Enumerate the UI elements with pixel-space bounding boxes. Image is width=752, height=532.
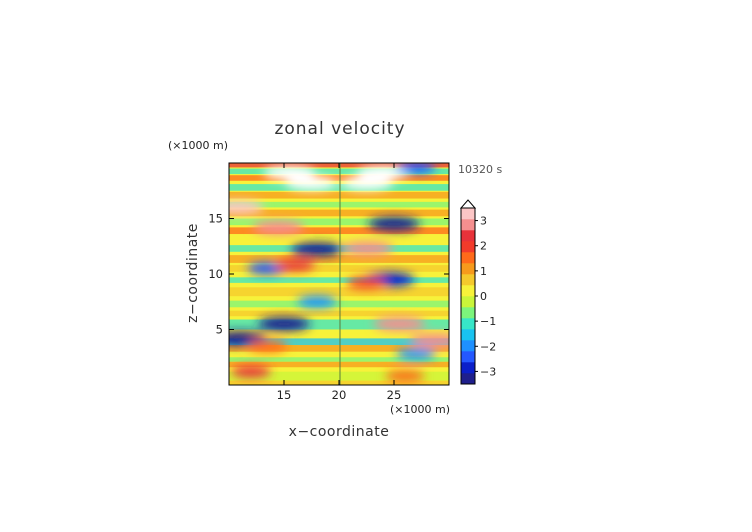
velocity-feature xyxy=(291,242,343,257)
colorbar-tick-label: −1 xyxy=(480,315,496,328)
velocity-feature xyxy=(373,316,426,331)
velocity-band xyxy=(229,329,449,334)
colorbar-swatch xyxy=(461,351,475,363)
x-tick-label: 20 xyxy=(332,388,347,402)
velocity-band xyxy=(229,218,449,226)
colorbar-tick-label: 3 xyxy=(480,215,487,228)
velocity-band xyxy=(229,287,449,297)
colorbar-tick-label: −2 xyxy=(480,340,496,353)
velocity-feature xyxy=(341,241,394,256)
colorbar-tick-label: 2 xyxy=(480,240,487,253)
colorbar-swatch xyxy=(461,362,475,374)
velocity-feature xyxy=(396,163,436,174)
colorbar-swatch xyxy=(461,230,475,242)
colorbar-swatch xyxy=(461,274,475,286)
velocity-band xyxy=(229,371,449,381)
velocity-band xyxy=(229,168,449,175)
velocity-band xyxy=(229,361,449,368)
y-tick-label: 15 xyxy=(208,212,223,226)
velocity-feature xyxy=(247,340,288,353)
velocity-band xyxy=(229,184,449,191)
colorbar-tick-label: −3 xyxy=(480,365,496,378)
x-tick-label: 25 xyxy=(387,388,402,402)
velocity-feature xyxy=(368,217,420,232)
velocity-feature xyxy=(396,347,436,360)
colorbar-extend-arrow xyxy=(459,199,477,209)
velocity-band xyxy=(229,319,449,330)
colorbar-swatch xyxy=(461,219,475,231)
velocity-feature xyxy=(275,259,315,272)
colorbar-swatch xyxy=(461,285,475,297)
colorbar-swatch xyxy=(461,241,475,253)
velocity-feature xyxy=(252,220,305,235)
colorbar-swatch xyxy=(461,252,475,264)
colorbar-swatch xyxy=(461,208,475,220)
colorbar-swatch xyxy=(461,329,475,341)
velocity-feature xyxy=(385,370,425,383)
velocity-band xyxy=(229,345,449,352)
y-unit-label: (×1000 m) xyxy=(168,139,228,152)
velocity-feature xyxy=(346,276,387,289)
colorbar-swatch xyxy=(461,296,475,308)
x-axis: 15 20 25 xyxy=(277,163,402,402)
colorbar-swatch xyxy=(461,263,475,275)
velocity-feature xyxy=(285,175,338,190)
colorbar-swatch xyxy=(461,318,475,330)
time-label: 10320 s xyxy=(458,163,502,176)
velocity-band xyxy=(229,235,449,241)
velocity-band xyxy=(229,201,449,208)
velocity-band xyxy=(229,209,449,217)
velocity-feature xyxy=(297,295,337,308)
chart-title: zonal velocity xyxy=(274,119,405,139)
y-tick-label: 5 xyxy=(216,323,223,337)
velocity-band xyxy=(229,175,449,181)
colorbar-tick-label: 0 xyxy=(480,290,487,303)
plot-area xyxy=(229,163,449,385)
velocity-band xyxy=(229,191,449,199)
velocity-band xyxy=(229,300,449,308)
colorbar-swatch xyxy=(461,307,475,319)
velocity-band xyxy=(229,338,449,346)
velocity-feature xyxy=(229,200,264,215)
x-axis-label: x−coordinate xyxy=(289,424,390,440)
velocity-band xyxy=(229,357,449,362)
colorbar-tick-label: 1 xyxy=(480,265,487,278)
velocity-band xyxy=(229,227,449,235)
velocity-feature xyxy=(258,316,310,331)
y-tick-label: 10 xyxy=(208,267,223,281)
velocity-features xyxy=(229,163,449,383)
colorbar-swatch xyxy=(461,340,475,352)
velocity-feature xyxy=(231,365,271,378)
y-axis: 5 10 15 xyxy=(208,212,449,337)
x-tick-label: 15 xyxy=(277,388,292,402)
velocity-feature xyxy=(409,333,449,348)
y-axis-label: z−coordinate xyxy=(185,223,201,323)
velocity-band xyxy=(229,277,449,283)
velocity-band xyxy=(229,310,449,317)
velocity-band xyxy=(229,265,449,272)
colorbar: 3 2 1 0 −1 −2 −3 xyxy=(459,199,496,385)
x-unit-label: (×1000 m) xyxy=(390,403,450,416)
velocity-feature xyxy=(340,175,393,190)
colorbar-swatch xyxy=(461,373,475,385)
velocity-band xyxy=(229,255,449,263)
